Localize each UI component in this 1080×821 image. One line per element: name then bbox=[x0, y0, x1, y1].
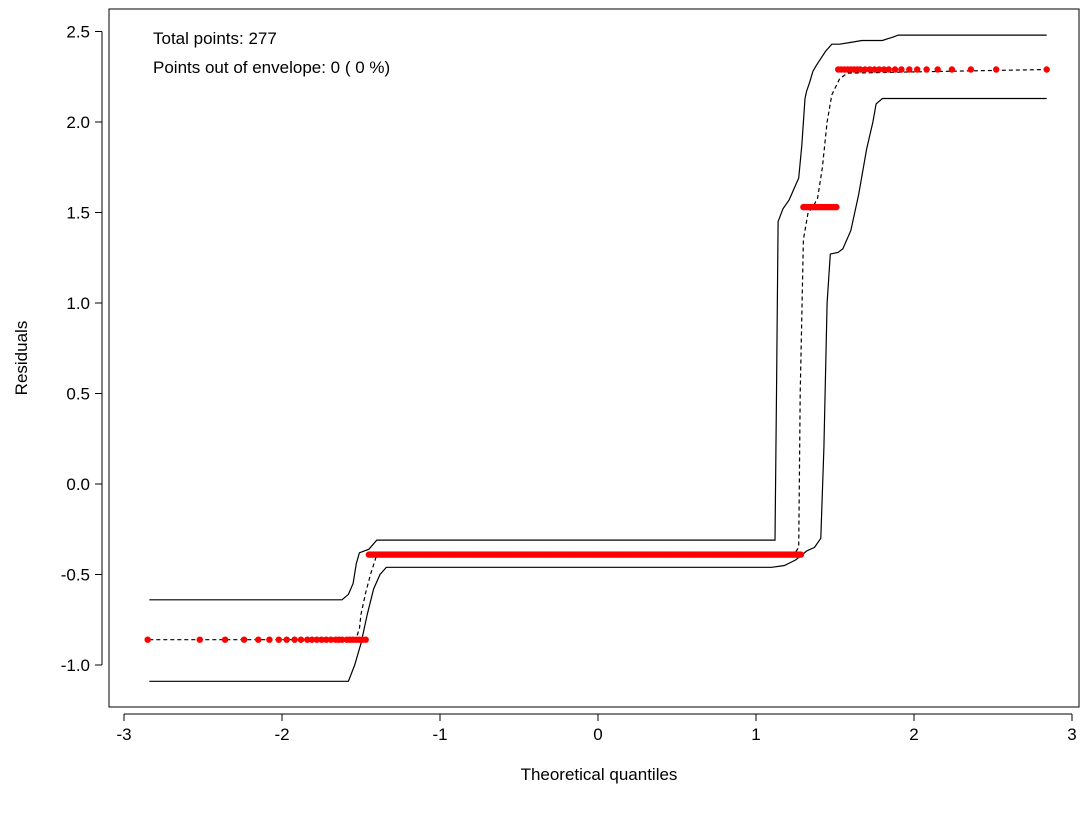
residual-point bbox=[266, 636, 273, 643]
residual-point bbox=[291, 636, 298, 643]
y-axis-title: Residuals bbox=[12, 321, 31, 396]
residual-point bbox=[308, 636, 316, 643]
x-tick-label: 3 bbox=[1067, 725, 1076, 744]
residual-point bbox=[338, 636, 346, 643]
residual-point bbox=[871, 66, 878, 73]
residual-point bbox=[857, 66, 864, 73]
residual-point bbox=[906, 66, 913, 73]
residual-point bbox=[318, 636, 325, 643]
residual-points bbox=[144, 66, 1050, 643]
residual-point bbox=[255, 636, 262, 643]
y-tick-label: 2.5 bbox=[66, 23, 90, 42]
annotation-points-out: Points out of envelope: 0 ( 0 %) bbox=[153, 58, 390, 77]
residual-point bbox=[313, 636, 320, 643]
x-tick-label: 0 bbox=[593, 725, 602, 744]
y-tick-label: 1.0 bbox=[66, 294, 90, 313]
x-tick-label: 2 bbox=[909, 725, 918, 744]
y-axis: -1.0 -0.5 0.0 0.5 1.0 1.5 2.0 2.5 bbox=[61, 23, 103, 675]
x-axis: -3 -2 -1 0 1 2 3 bbox=[116, 713, 1077, 744]
residual-point bbox=[948, 66, 956, 73]
y-tick-label: 1.5 bbox=[66, 204, 90, 223]
residual-point bbox=[323, 636, 330, 643]
y-tick-label: 0.5 bbox=[66, 385, 90, 404]
residual-point bbox=[275, 636, 282, 643]
residual-point bbox=[221, 636, 229, 643]
upper-envelope bbox=[149, 34, 1047, 601]
plot-frame bbox=[108, 8, 1080, 708]
x-tick-label: 1 bbox=[751, 725, 760, 744]
y-tick-label: 0.0 bbox=[66, 475, 90, 494]
x-tick-label: -2 bbox=[274, 725, 289, 744]
residual-point bbox=[861, 66, 869, 73]
residual-point bbox=[283, 636, 290, 643]
residual-point bbox=[297, 636, 305, 643]
residual-point bbox=[914, 66, 921, 73]
residual-point bbox=[797, 551, 805, 558]
x-tick-label: -3 bbox=[116, 725, 131, 744]
envelope-lines bbox=[149, 34, 1047, 682]
residual-point bbox=[362, 636, 369, 643]
x-axis-title: Theoretical quantiles bbox=[521, 765, 678, 784]
residual-point bbox=[304, 636, 311, 643]
residual-point bbox=[240, 636, 248, 643]
annotation-total-points: Total points: 277 bbox=[153, 29, 277, 48]
reference-line bbox=[149, 68, 1047, 641]
lower-envelope bbox=[149, 97, 1047, 682]
residual-point bbox=[144, 636, 151, 643]
y-tick-label: -0.5 bbox=[61, 566, 90, 585]
y-tick-label: 2.0 bbox=[66, 113, 90, 132]
residual-point bbox=[891, 66, 899, 73]
residual-point bbox=[196, 636, 203, 643]
residual-point bbox=[993, 66, 1000, 73]
residual-point bbox=[327, 636, 335, 643]
y-tick-label: -1.0 bbox=[61, 656, 90, 675]
residual-point bbox=[885, 66, 892, 73]
residual-point bbox=[866, 66, 873, 73]
residual-point bbox=[923, 66, 930, 73]
x-tick-label: -1 bbox=[432, 725, 447, 744]
residual-point bbox=[880, 66, 888, 73]
residual-point bbox=[1043, 66, 1050, 73]
residual-point bbox=[898, 66, 905, 73]
residual-point bbox=[876, 66, 883, 73]
residual-point bbox=[833, 203, 840, 211]
residual-point bbox=[934, 66, 941, 73]
residual-point bbox=[967, 66, 975, 73]
